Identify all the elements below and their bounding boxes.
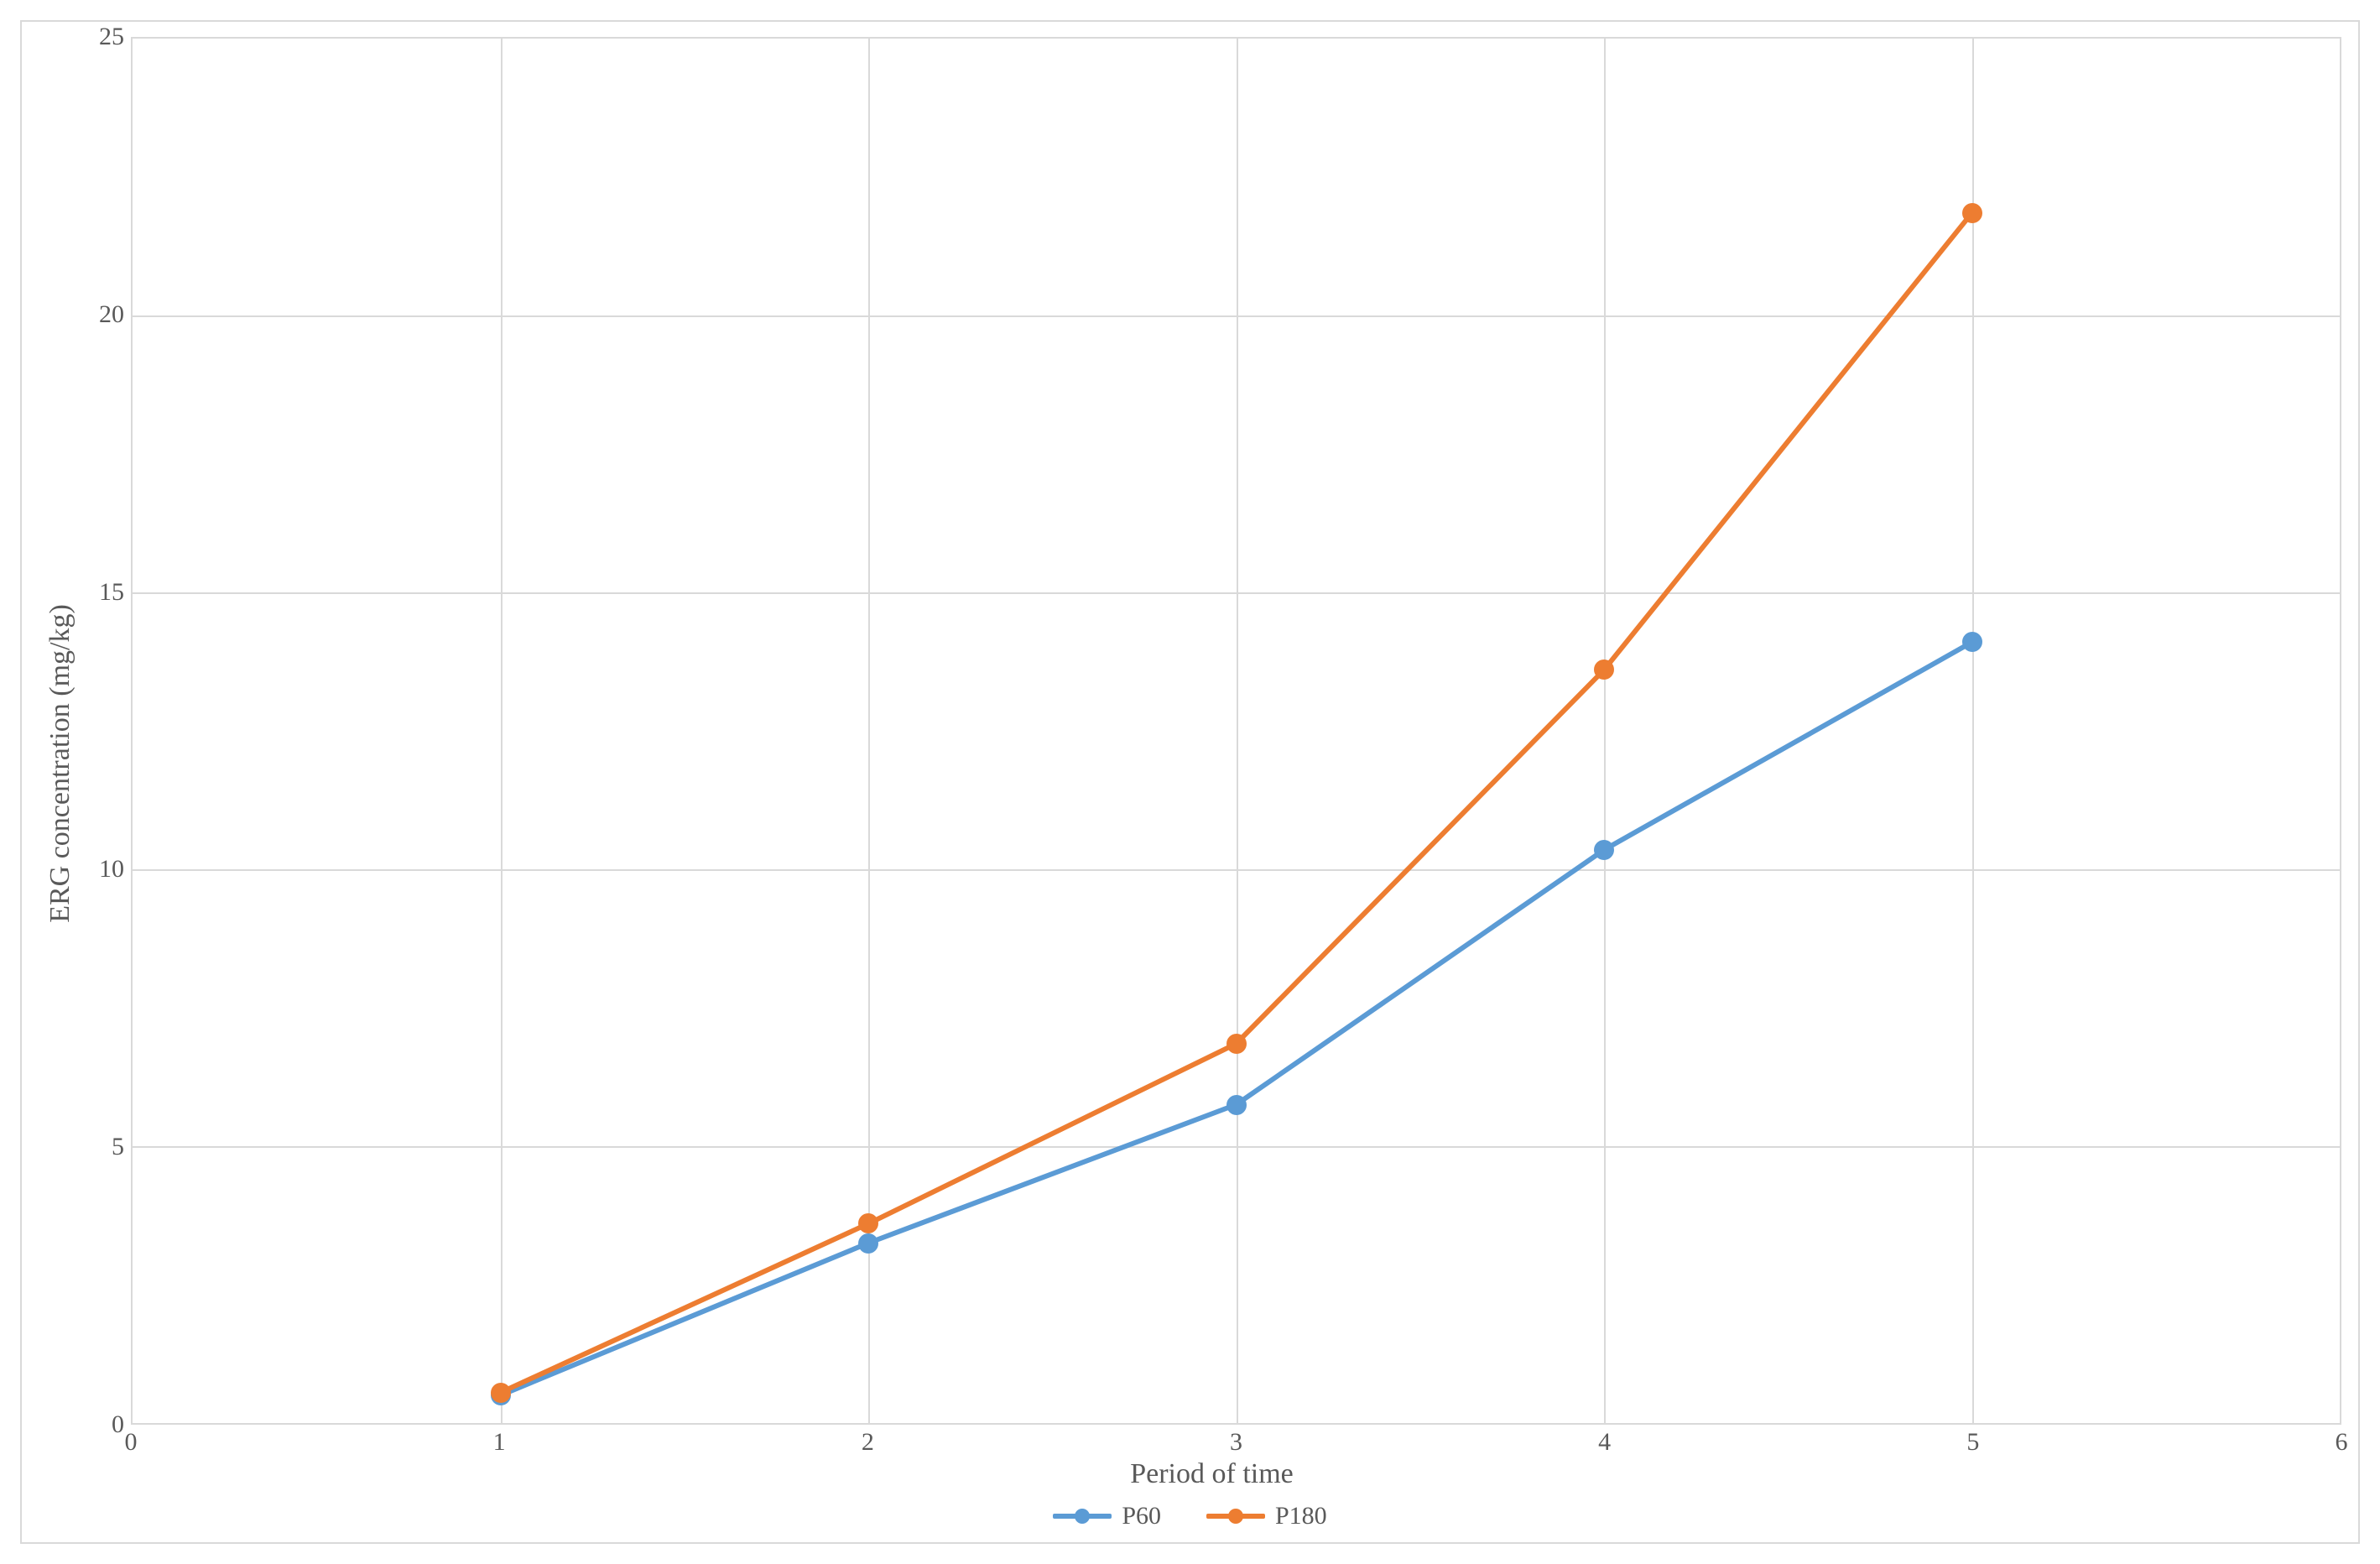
- x-tick-label: 3: [1230, 1428, 1242, 1457]
- series-line-p60: [501, 642, 1972, 1395]
- series-marker-p60: [1962, 632, 1982, 652]
- legend-marker-icon: [1075, 1509, 1090, 1524]
- legend-item-p60: P60: [1053, 1502, 1161, 1530]
- chart-body: ERG concentration (mg/kg) 0510152025 0 1 2…: [39, 37, 2341, 1490]
- series-marker-p60: [1594, 840, 1614, 860]
- series-svg: [133, 39, 2340, 1423]
- y-axis-title-container: ERG concentration (mg/kg): [39, 37, 82, 1490]
- series-marker-p180: [1962, 203, 1982, 223]
- x-tick-label: 5: [1966, 1428, 1979, 1457]
- legend-label: P60: [1122, 1502, 1161, 1530]
- x-tick-label: 2: [862, 1428, 874, 1457]
- series-marker-p180: [491, 1383, 511, 1403]
- y-tick-label: 15: [76, 578, 124, 607]
- plot-area: [131, 37, 2341, 1425]
- series-line-p180: [501, 213, 1972, 1393]
- plot-and-yticks: 0510152025: [82, 37, 2341, 1425]
- y-axis-ticks: 0510152025: [82, 37, 131, 1425]
- x-tick-label: 1: [493, 1428, 506, 1457]
- legend-item-p180: P180: [1206, 1502, 1327, 1530]
- chart-outer-border: ERG concentration (mg/kg) 0510152025 0 1 2…: [20, 20, 2360, 1544]
- series-marker-p180: [1226, 1034, 1247, 1054]
- y-tick-label: 25: [76, 23, 124, 51]
- plot-column: 0510152025 0123456 Period of time: [82, 37, 2341, 1490]
- legend-label: P180: [1275, 1502, 1327, 1530]
- y-tick-label: 10: [76, 855, 124, 884]
- series-marker-p60: [1226, 1095, 1247, 1115]
- legend: P60 P180: [39, 1490, 2341, 1532]
- series-marker-p60: [858, 1233, 878, 1254]
- legend-swatch: [1206, 1506, 1265, 1526]
- chart-container: ERG concentration (mg/kg) 0510152025 0 1 2…: [0, 0, 2380, 1564]
- y-axis-title: ERG concentration (mg/kg): [44, 604, 76, 923]
- legend-marker-icon: [1228, 1509, 1243, 1524]
- x-axis-ticks: 0123456: [82, 1425, 2341, 1460]
- y-tick-label: 5: [76, 1133, 124, 1161]
- x-tick-label: 6: [2336, 1428, 2348, 1457]
- x-tick-label: 4: [1598, 1428, 1611, 1457]
- y-tick-label: 20: [76, 300, 124, 329]
- x-tick-label: 0: [125, 1428, 138, 1457]
- legend-swatch: [1053, 1506, 1112, 1526]
- x-axis-title: Period of time: [82, 1458, 2341, 1490]
